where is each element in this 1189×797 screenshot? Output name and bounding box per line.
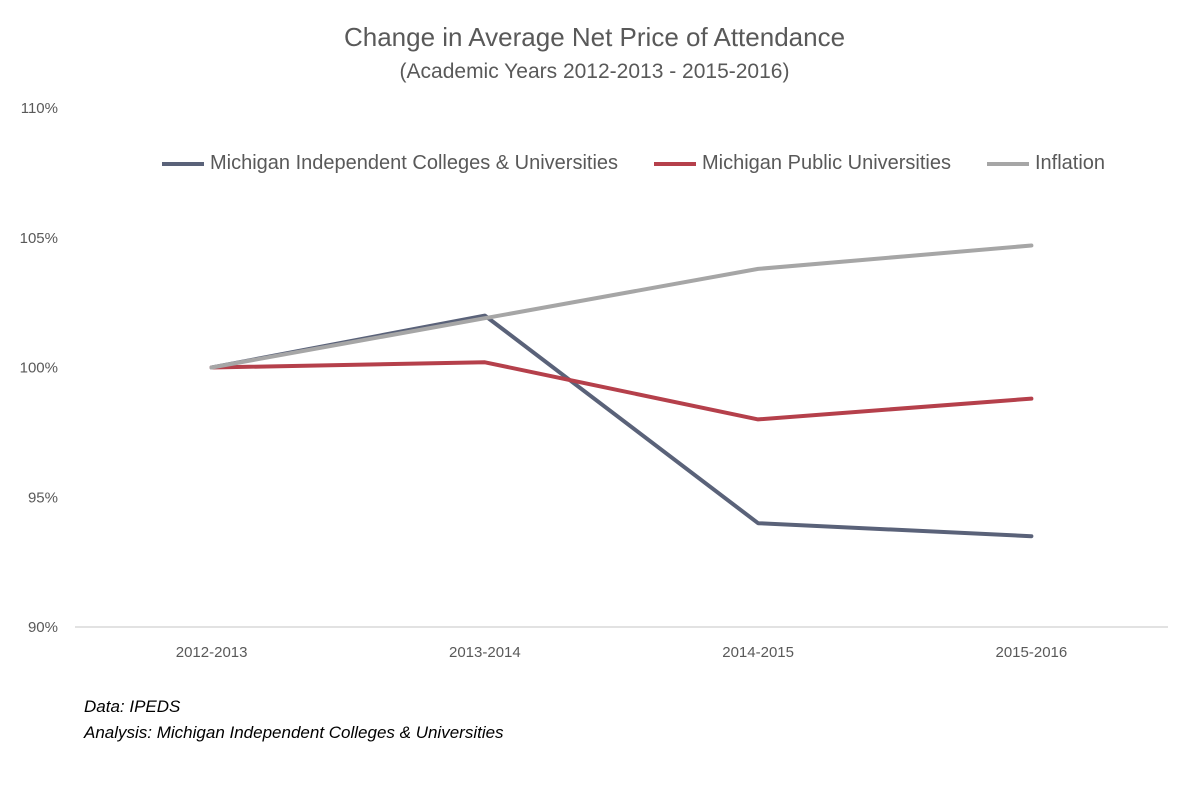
- chart-subtitle: (Academic Years 2012-2013 - 2015-2016): [399, 60, 790, 83]
- legend-swatch-public: [654, 161, 697, 166]
- legend-label-independent: Michigan Independent Colleges & Universi…: [210, 152, 619, 174]
- chart-legend: Michigan Independent Colleges & Universi…: [162, 152, 1105, 175]
- x-tick-label: 2014-2015: [722, 644, 794, 661]
- series-lines: [209, 243, 1034, 539]
- legend-swatch-independent: [162, 161, 204, 166]
- series-line-public: [209, 360, 1034, 422]
- legend-label-inflation: Inflation: [1035, 152, 1106, 174]
- y-tick-label: 90%: [28, 619, 58, 636]
- legend-item-independent: Michigan Independent Colleges & Universi…: [162, 152, 618, 175]
- x-axis: 2012-2013 2013-2014 2014-2015 2015-2016: [176, 644, 1067, 661]
- x-tick-label: 2012-2013: [176, 644, 248, 661]
- legend-item-public: Michigan Public Universities: [654, 152, 951, 175]
- y-axis: 90% 95% 100% 105% 110%: [20, 100, 58, 636]
- y-tick-label: 105%: [20, 230, 58, 247]
- x-tick-label: 2013-2014: [449, 644, 521, 661]
- series-line-inflation: [209, 243, 1034, 370]
- y-tick-label: 95%: [28, 489, 58, 506]
- footnote-source: Data: IPEDS: [84, 697, 181, 716]
- legend-swatch-inflation: [987, 161, 1029, 166]
- chart-title: Change in Average Net Price of Attendanc…: [343, 22, 846, 52]
- y-tick-label: 100%: [20, 360, 58, 377]
- legend-item-inflation: Inflation: [987, 152, 1105, 175]
- legend-label-public: Michigan Public Universities: [702, 152, 951, 174]
- y-tick-label: 110%: [21, 100, 58, 117]
- x-tick-label: 2015-2016: [996, 644, 1068, 661]
- series-line-independent: [209, 313, 1034, 539]
- footnote-analysis: Analysis: Michigan Independent Colleges …: [84, 723, 504, 742]
